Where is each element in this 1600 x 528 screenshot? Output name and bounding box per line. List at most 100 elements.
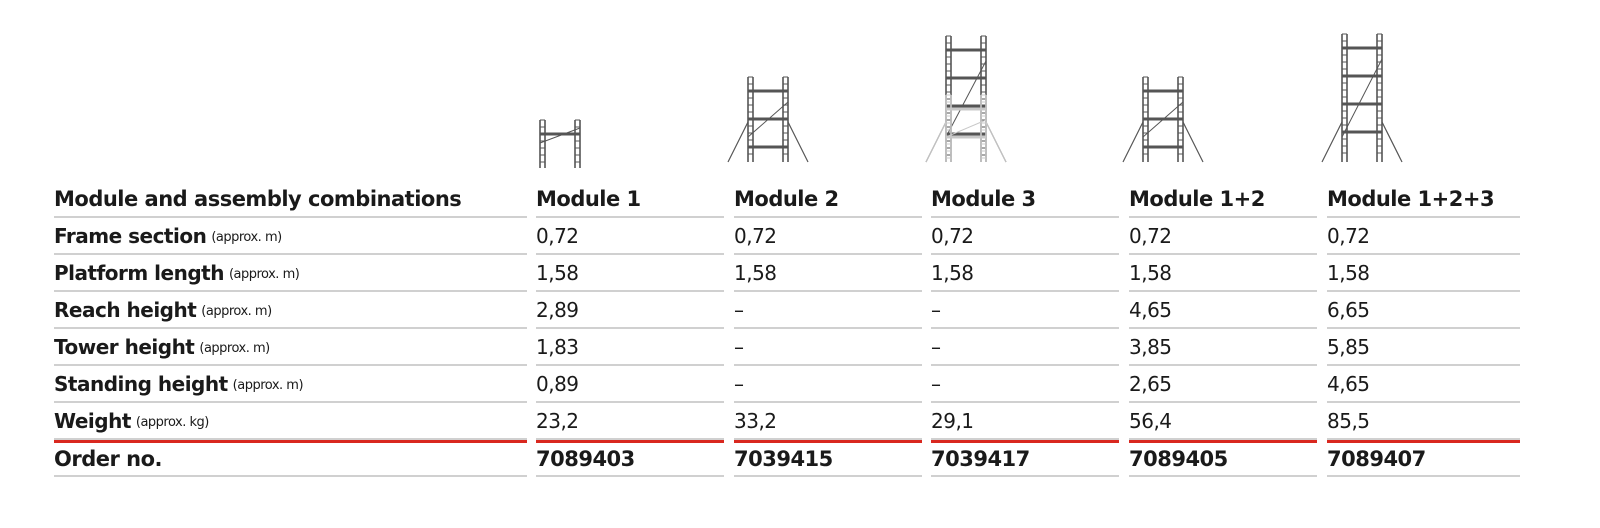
table-cell: Module 3: [931, 181, 1119, 218]
value: 56,4: [1129, 408, 1172, 433]
column-header: Module 3: [931, 186, 1036, 211]
value: 0,72: [1327, 223, 1370, 248]
value: 0,72: [734, 223, 777, 248]
table-cell: 0,72: [734, 218, 922, 255]
table-cell: 2,65: [1129, 366, 1317, 403]
table-cell: 29,1: [931, 403, 1119, 440]
table-cell: 5,85: [1327, 329, 1520, 366]
column-header: Module 1+2: [1129, 186, 1265, 211]
column-header: Module 2: [734, 186, 839, 211]
value: 0,72: [536, 223, 579, 248]
value: 1,58: [734, 260, 777, 285]
value: 23,2: [536, 408, 579, 433]
tower-line: [1381, 121, 1403, 163]
table-cell: 7089407: [1327, 440, 1520, 477]
value: –: [734, 371, 744, 396]
tower-line: [539, 127, 581, 144]
value: 3,85: [1129, 334, 1172, 359]
table-cell: Standing height (approx. m): [54, 366, 527, 403]
tower-line: [727, 121, 749, 163]
table-cell: 85,5: [1327, 403, 1520, 440]
table-cell: 23,2: [536, 403, 724, 440]
tower-line: [747, 101, 789, 138]
value: 4,65: [1327, 371, 1370, 396]
tower-line: [985, 121, 1007, 163]
row-unit: (approx. m): [201, 304, 272, 319]
table-cell: Reach height (approx. m): [54, 292, 527, 329]
order-number: 7089405: [1129, 447, 1228, 471]
value: –: [931, 297, 941, 322]
row-unit: (approx. m): [232, 378, 304, 393]
value: 0,72: [931, 223, 974, 248]
value: 1,83: [536, 334, 579, 359]
row-label: Frame section: [54, 223, 207, 248]
table-cell: –: [931, 292, 1119, 329]
tower-line: [787, 121, 809, 163]
table-cell: 1,58: [734, 255, 922, 292]
value: 1,58: [931, 260, 974, 285]
table-cell: Platform length (approx. m): [54, 255, 527, 292]
value: –: [931, 371, 941, 396]
table-cell: 7089403: [536, 440, 724, 477]
row-unit: (approx. m): [211, 230, 282, 245]
row-unit: (approx. kg): [135, 415, 209, 430]
value: 0,72: [1129, 223, 1172, 248]
tower-line: [945, 60, 987, 138]
table-cell: Module 2: [734, 181, 922, 218]
table-cell: 1,83: [536, 329, 724, 366]
table-cell: 7089405: [1129, 440, 1317, 477]
table-cell: 0,72: [1327, 218, 1520, 255]
header-label: Module and assembly combinations: [54, 186, 462, 211]
value: 2,65: [1129, 371, 1172, 396]
value: –: [734, 297, 744, 322]
value: 85,5: [1327, 408, 1370, 433]
tower-line: [1122, 121, 1144, 163]
column-header: Module 1+2+3: [1327, 186, 1495, 211]
value: 4,65: [1129, 297, 1172, 322]
tower-line: [1321, 121, 1343, 163]
table-cell: –: [931, 329, 1119, 366]
row-label: Platform length: [54, 260, 224, 285]
table-cell: 7039417: [931, 440, 1119, 477]
table-cell: –: [931, 366, 1119, 403]
table-cell: 2,89: [536, 292, 724, 329]
table-cell: Module 1+2: [1129, 181, 1317, 218]
table-cell: 7039415: [734, 440, 922, 477]
table-cell: 1,58: [536, 255, 724, 292]
row-label: Standing height: [54, 371, 228, 396]
table-cell: Tower height (approx. m): [54, 329, 527, 366]
tower-line: [1341, 58, 1383, 138]
table-cell: 56,4: [1129, 403, 1317, 440]
order-number: 7089407: [1327, 447, 1426, 471]
table-cell: 0,72: [1129, 218, 1317, 255]
order-number: 7039415: [734, 447, 833, 471]
tower-line: [925, 121, 947, 163]
value: 2,89: [536, 297, 579, 322]
table-cell: Order no.: [54, 440, 527, 477]
table-cell: –: [734, 366, 922, 403]
value: 1,58: [1129, 260, 1172, 285]
table-cell: 3,85: [1129, 329, 1317, 366]
table-cell: –: [734, 292, 922, 329]
tower-line: [1182, 121, 1204, 163]
table-cell: Module and assembly combinations: [54, 181, 527, 218]
row-unit: (approx. m): [199, 341, 270, 356]
value: 33,2: [734, 408, 777, 433]
order-number: 7039417: [931, 447, 1030, 471]
value: 6,65: [1327, 297, 1370, 322]
table-cell: 4,65: [1129, 292, 1317, 329]
order-number: 7089403: [536, 447, 635, 471]
table-cell: 4,65: [1327, 366, 1520, 403]
row-label: Reach height: [54, 297, 197, 322]
value: 1,58: [536, 260, 579, 285]
column-header: Module 1: [536, 186, 641, 211]
table-cell: 1,58: [1129, 255, 1317, 292]
table-cell: 0,72: [931, 218, 1119, 255]
table-cell: 33,2: [734, 403, 922, 440]
table-cell: 1,58: [931, 255, 1119, 292]
value: –: [734, 334, 744, 359]
order-label: Order no.: [54, 447, 163, 471]
table-cell: 6,65: [1327, 292, 1520, 329]
table-cell: Weight (approx. kg): [54, 403, 527, 440]
